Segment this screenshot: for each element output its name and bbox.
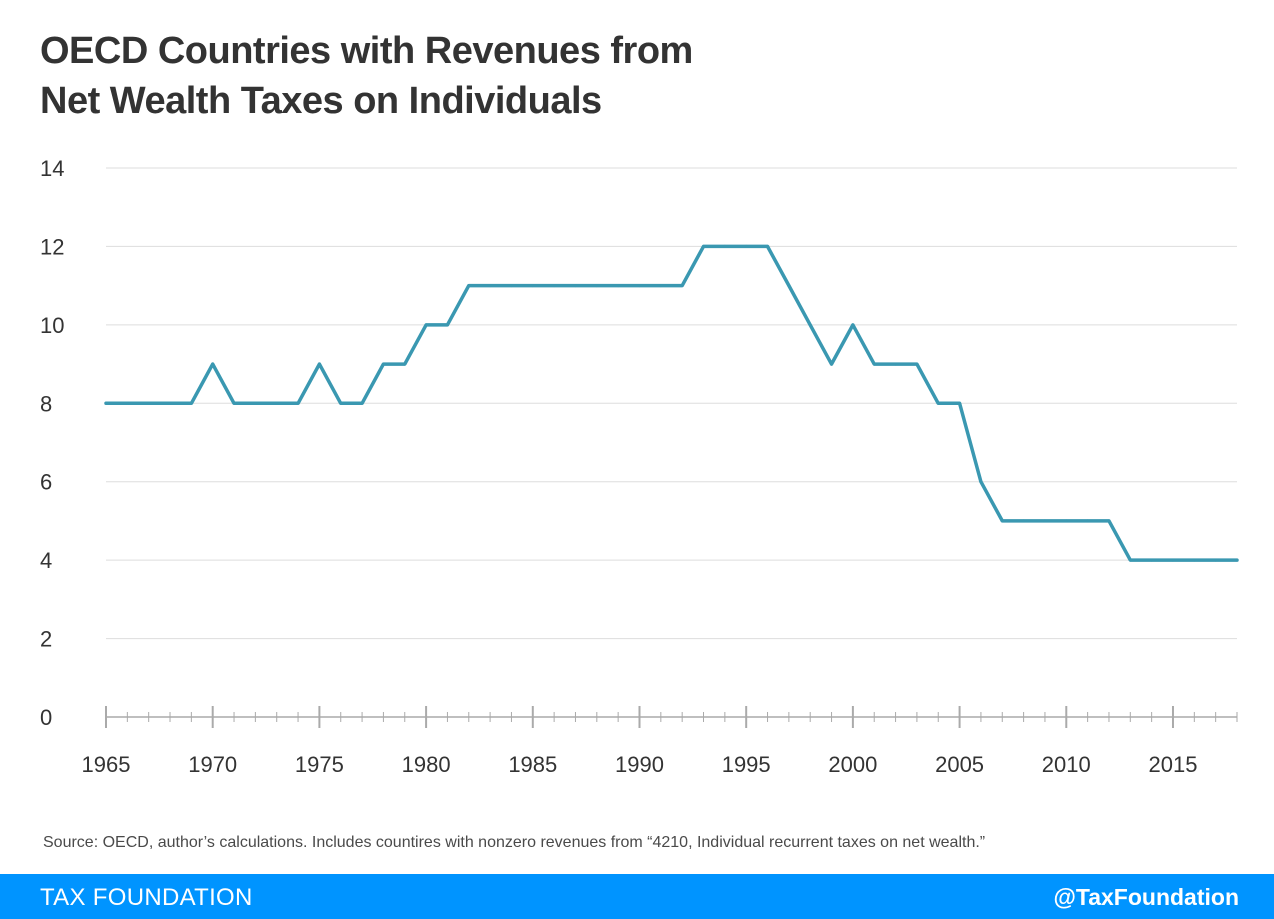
data-point (488, 284, 492, 288)
data-point (616, 284, 620, 288)
data-point (552, 284, 556, 288)
data-point (232, 401, 236, 405)
grid-lines (106, 167, 1237, 640)
data-point (104, 401, 108, 405)
data-point (360, 401, 364, 405)
data-point (275, 401, 279, 405)
data-point (189, 401, 193, 405)
footer-brand: TAX FOUNDATION (40, 884, 253, 911)
data-point (1086, 519, 1090, 523)
line-chart: 0 2 4 6 8 10 12 14 1965 1970 1975 1980 1985 1990 1995… (40, 156, 1239, 777)
data-point (1192, 558, 1196, 562)
y-tick-label: 14 (40, 156, 64, 181)
source-note: Source: OECD, author’s calculations. Inc… (43, 834, 986, 851)
x-tick-label: 2015 (1149, 752, 1198, 777)
x-axis: 1965 1970 1975 1980 1985 1990 1995 2000 2005 2010… (82, 706, 1238, 777)
y-tick-label: 4 (40, 548, 52, 573)
y-tick-label: 2 (40, 627, 52, 652)
y-tick-label: 6 (40, 470, 52, 495)
data-point (680, 284, 684, 288)
data-point (317, 362, 321, 366)
series-line (104, 244, 1239, 562)
data-point (637, 284, 641, 288)
data-point (766, 244, 770, 248)
chart-title-line-1: OECD Countries with Revenues from (40, 30, 693, 72)
data-point (467, 284, 471, 288)
chart-title: OECD Countries with Revenues from Net We… (40, 26, 693, 126)
y-tick-label: 12 (40, 234, 64, 259)
data-point (830, 362, 834, 366)
data-point (894, 362, 898, 366)
data-point (958, 401, 962, 405)
data-point (723, 244, 727, 248)
data-point (1022, 519, 1026, 523)
y-tick-label: 8 (40, 391, 52, 416)
x-tick-label: 1985 (508, 752, 557, 777)
data-point (381, 362, 385, 366)
data-point (595, 284, 599, 288)
data-point (1000, 519, 1004, 523)
data-point (147, 401, 151, 405)
data-point (445, 323, 449, 327)
data-point (808, 323, 812, 327)
data-point (531, 284, 535, 288)
data-point (1064, 519, 1068, 523)
x-tick-label: 1995 (722, 752, 771, 777)
data-point (1214, 558, 1218, 562)
x-tick-label: 2000 (828, 752, 877, 777)
data-point (979, 480, 983, 484)
data-point (872, 362, 876, 366)
data-point (296, 401, 300, 405)
data-point (424, 323, 428, 327)
data-point (915, 362, 919, 366)
data-point (573, 284, 577, 288)
data-point (851, 323, 855, 327)
data-point (744, 244, 748, 248)
x-tick-label: 2005 (935, 752, 984, 777)
data-point (1171, 558, 1175, 562)
footer-bar: TAX FOUNDATION @TaxFoundation (0, 874, 1274, 919)
x-tick-label: 1975 (295, 752, 344, 777)
data-point (125, 401, 129, 405)
data-point (702, 244, 706, 248)
data-point (1107, 519, 1111, 523)
series-layer (104, 244, 1239, 562)
x-tick-label: 1990 (615, 752, 664, 777)
x-tick-label: 2010 (1042, 752, 1091, 777)
data-point (936, 401, 940, 405)
data-point (1150, 558, 1154, 562)
footer-handle[interactable]: @TaxFoundation (1053, 884, 1239, 910)
data-point (509, 284, 513, 288)
y-tick-label: 10 (40, 313, 64, 338)
y-tick-label: 0 (40, 705, 52, 730)
data-point (1043, 519, 1047, 523)
data-point (1128, 558, 1132, 562)
x-tick-label: 1970 (188, 752, 237, 777)
x-tick-label: 1980 (402, 752, 451, 777)
data-point (1235, 558, 1239, 562)
y-axis: 0 2 4 6 8 10 12 14 (40, 156, 64, 730)
data-point (168, 401, 172, 405)
data-point (253, 401, 257, 405)
data-point (659, 284, 663, 288)
chart-title-line-2: Net Wealth Taxes on Individuals (40, 80, 602, 122)
data-point (211, 362, 215, 366)
data-point (339, 401, 343, 405)
data-point (403, 362, 407, 366)
x-tick-label: 1965 (82, 752, 131, 777)
data-point (787, 284, 791, 288)
